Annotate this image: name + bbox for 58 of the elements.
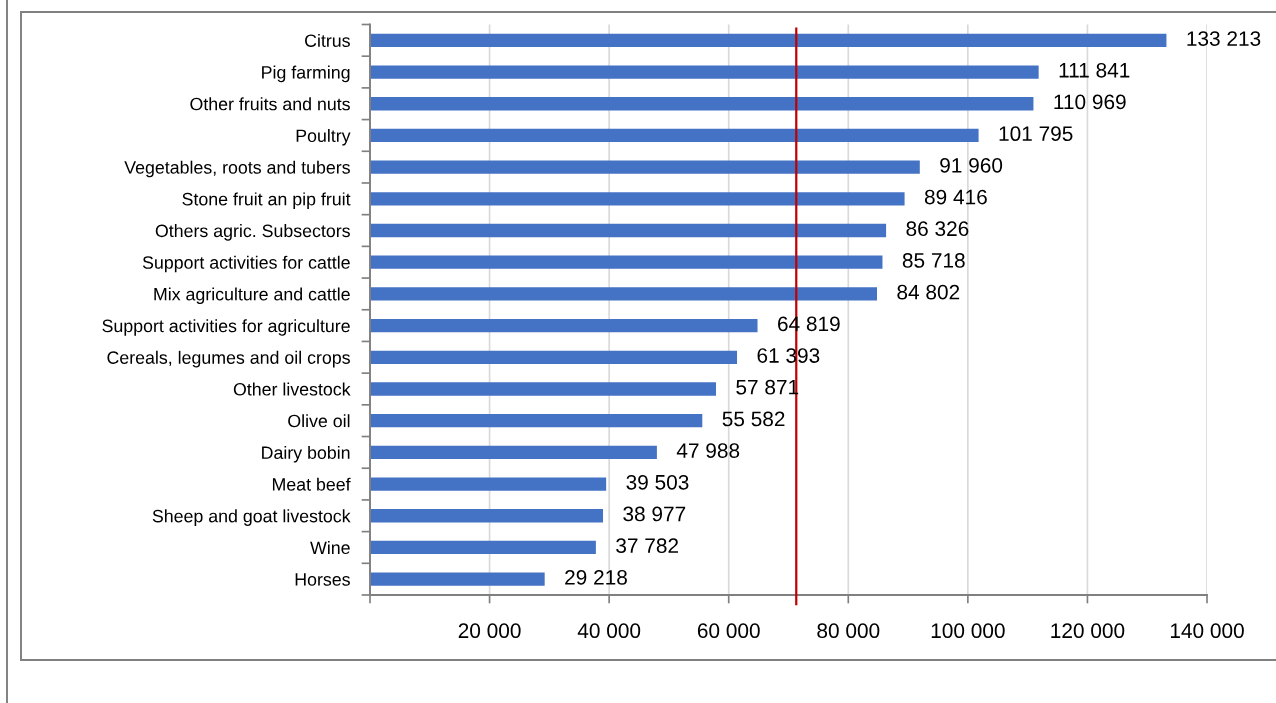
data-label: 110 969: [1054, 94, 1126, 110]
bar: [370, 97, 1034, 111]
y-tick-label: Cereals, legumes and oil crops: [107, 350, 350, 368]
y-tick-label: Wine: [310, 541, 350, 555]
bar: [370, 255, 883, 269]
bar: [370, 477, 607, 491]
y-tick-label: Citrus: [305, 33, 350, 47]
bar: [370, 414, 703, 428]
bar: [370, 382, 716, 396]
bar: [370, 350, 738, 364]
data-label: 29 218: [565, 569, 627, 585]
data-label: 133 213: [1187, 31, 1261, 46]
x-tick-label: 80 000: [817, 623, 880, 639]
x-tick-label: 60 000: [697, 623, 760, 639]
data-label: 38 977: [623, 506, 686, 522]
data-label: 47 988: [676, 443, 740, 458]
bar: [370, 192, 905, 206]
bar: [370, 445, 657, 460]
bar: [370, 160, 920, 174]
y-tick-label: Stone fruit an pip fruit: [182, 192, 351, 209]
data-label: 85 718: [902, 253, 965, 268]
data-label: 39 503: [626, 474, 689, 490]
y-tick-label: Other livestock: [233, 382, 351, 396]
y-tick-label: Olive oil: [288, 414, 350, 428]
x-tick-label: 20 000: [458, 623, 521, 639]
y-tick-label: Dairy bobin: [262, 445, 350, 463]
data-label: 86 326: [906, 221, 969, 237]
data-label: 84 802: [897, 284, 960, 300]
x-tick-label: 40 000: [577, 623, 641, 639]
data-label: 91 960: [940, 157, 1003, 173]
y-tick-label: Sheep and goat livestock: [152, 509, 351, 526]
y-tick-label: Pig farming: [262, 65, 350, 83]
y-tick-label: Support activities for agriculture: [102, 319, 350, 336]
data-label: 101 795: [999, 126, 1073, 142]
y-tick-label: Horses: [295, 573, 350, 586]
bar: [370, 572, 545, 586]
y-tick-label: Mix agriculture and cattle: [154, 287, 350, 305]
x-tick-label: 140 000: [1170, 623, 1244, 639]
bar: [370, 540, 596, 555]
x-tick-label: 120 000: [1051, 623, 1125, 639]
bar: [370, 318, 758, 333]
y-tick-label: Meat beef: [272, 477, 351, 491]
bar: [370, 223, 887, 238]
data-label: 111 841: [1059, 62, 1130, 78]
y-tick-label: Support activities for cattle: [142, 255, 350, 273]
y-tick-label: Poultry: [296, 128, 351, 146]
x-tick-label: 100 000: [931, 623, 1005, 639]
y-tick-label: Others agric. Subsectors: [155, 224, 350, 241]
bar: [370, 287, 877, 301]
data-label: 37 782: [616, 538, 678, 554]
bar: [370, 33, 1167, 47]
y-tick-label: Vegetables, roots and tubers: [124, 160, 350, 178]
bar: [370, 65, 1039, 79]
y-tick-label: Other fruits and nuts: [190, 97, 350, 111]
bar: [370, 509, 604, 523]
bar: [370, 128, 979, 143]
data-label: 55 582: [722, 411, 785, 427]
data-label: 89 416: [924, 189, 987, 205]
